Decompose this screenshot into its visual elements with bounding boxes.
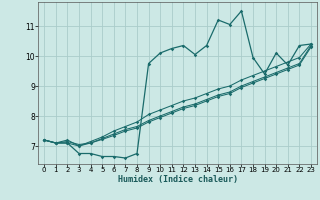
X-axis label: Humidex (Indice chaleur): Humidex (Indice chaleur) xyxy=(118,175,238,184)
